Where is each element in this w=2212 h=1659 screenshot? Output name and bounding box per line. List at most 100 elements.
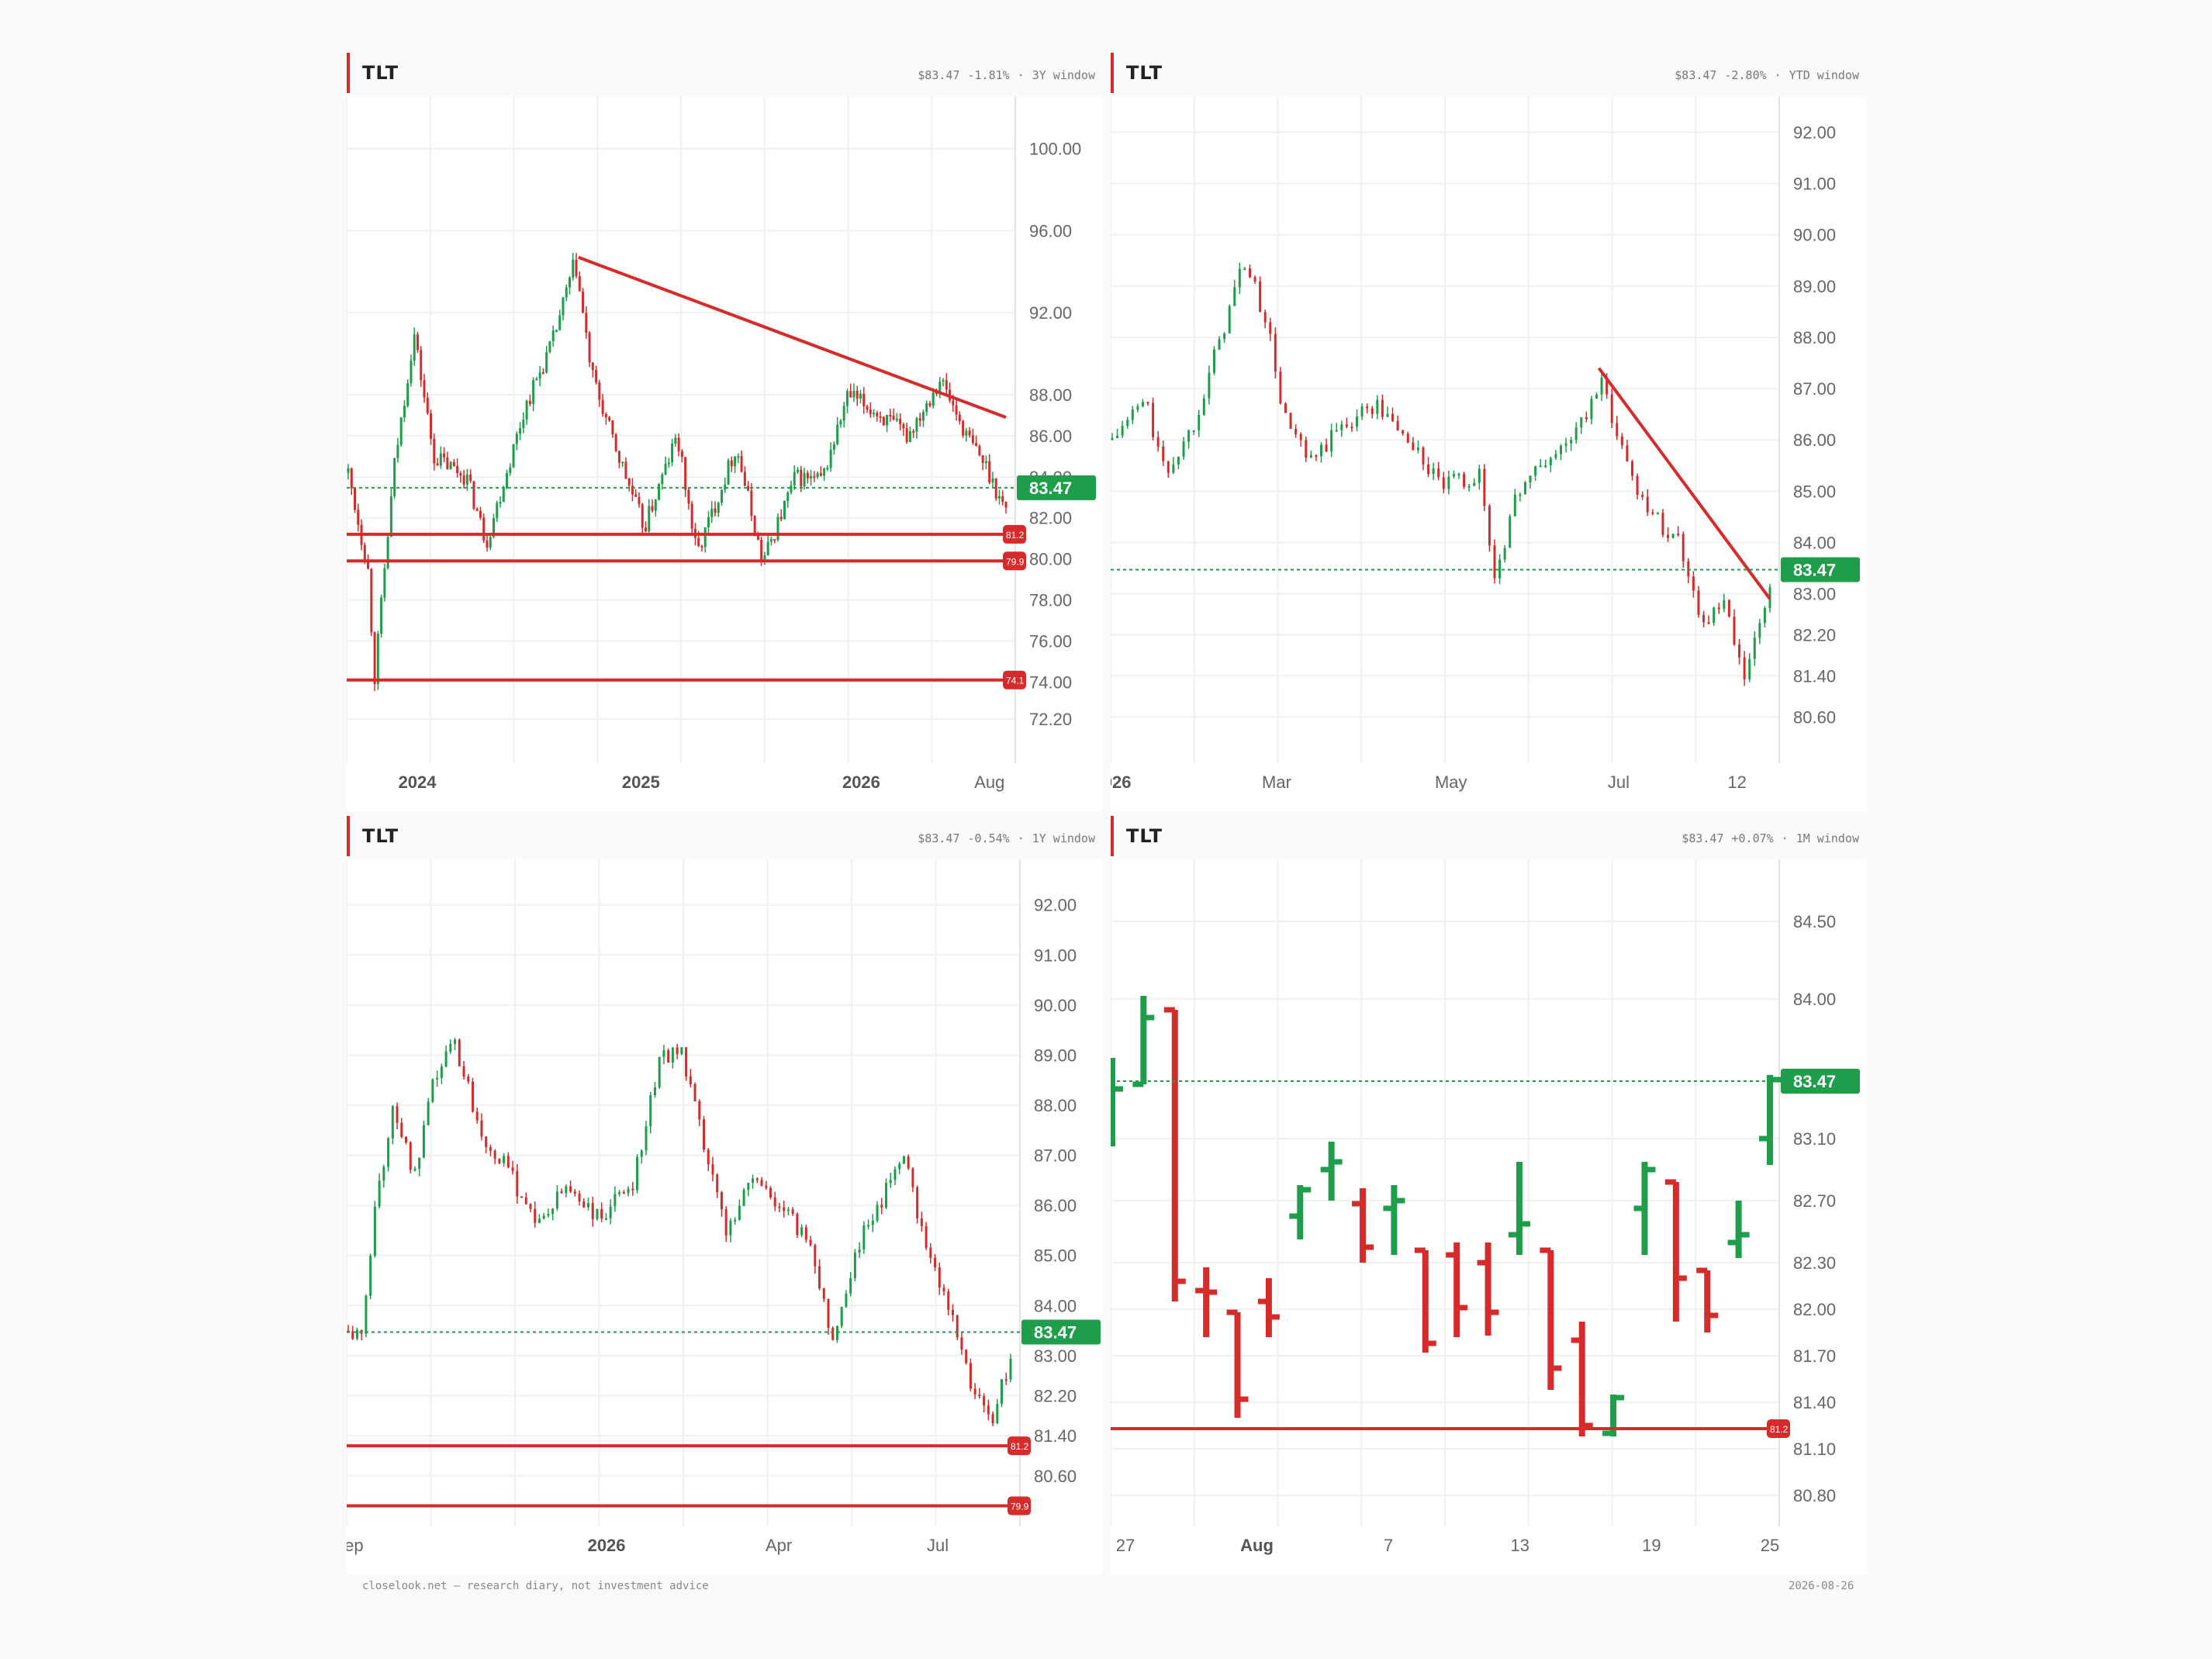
candle-body [1513,494,1516,517]
candle-body [1248,268,1251,278]
candle-body [486,540,489,548]
level-tag-label: 81.2 [1011,1441,1029,1452]
candle-body [1753,638,1756,659]
candle-body [551,1208,555,1215]
ticker-symbol: TLT [1126,825,1163,847]
candle-body [537,1218,541,1223]
window-label: 1Y window [1032,831,1095,845]
candle-body [1289,413,1292,429]
candle-body [601,399,604,414]
candle-body [882,416,885,426]
candle-body [516,1170,519,1197]
candle-body [1166,461,1170,473]
candle-body [716,1174,719,1193]
candle-body [951,1309,954,1315]
candle-body [383,568,386,598]
candle-body [871,1220,874,1225]
candle-body [1386,413,1389,417]
candle-body [427,1101,430,1125]
candle-body [1457,473,1460,475]
candle-body [1585,417,1588,420]
price-marks [1111,262,1771,686]
candle-body [525,400,528,420]
candle-body [1294,428,1298,434]
y-tick-label: 80.00 [1029,550,1072,569]
candle-body [698,1101,701,1120]
candle-body [1580,417,1583,428]
y-tick-label: 82.00 [1793,1300,1836,1319]
price-meta: $83.47 -2.80% · YTD window [1667,68,1859,82]
candle-body [920,1218,923,1226]
candle-body [876,1205,879,1221]
y-tick-label: 81.70 [1793,1346,1836,1366]
y-tick-label: 82.70 [1793,1191,1836,1211]
candle-body [938,1267,941,1288]
candle-body [555,330,558,332]
candle-body [1570,440,1573,444]
candle-body [814,1245,817,1267]
candle-body [351,1331,354,1339]
candle-body [452,461,455,466]
candle-body [499,502,502,504]
candle-body [512,444,515,468]
candle-body [475,508,479,511]
candle-body [1667,534,1670,538]
candle-body [1233,287,1236,306]
candle-body [763,555,766,561]
candle-body [766,541,769,556]
candle-body [729,1220,732,1236]
candle-body [462,1066,465,1077]
candle-body [449,1043,452,1052]
price-marks [1111,996,1781,1436]
x-tick-label: 2026 [1111,772,1131,792]
candle-body [724,1209,728,1236]
candle-body [569,1186,572,1192]
candle-body [965,430,968,436]
candle-body [1631,461,1634,476]
price-chart[interactable]: 92.00 91.00 90.00 89.00 88.00 87.00 86.00 85.00… [347,859,1103,1574]
candle-body [406,383,410,406]
trendline[interactable] [1597,367,1771,600]
x-tick-label: Sep [347,1536,364,1555]
level-tag-label: 74.1 [1006,676,1025,686]
candle-body [357,510,360,525]
candle-body [1452,474,1455,477]
candle-body [618,1192,621,1194]
candle-body [742,1190,745,1206]
candle-body [973,1388,976,1395]
candle-body [947,1291,950,1310]
candle-body [426,397,429,413]
price-chart[interactable]: 84.50 84.00 83.10 82.70 82.30 82.00 81.70 81.40… [1111,859,1867,1574]
price-chart[interactable]: 92.00 91.00 90.00 89.00 88.00 87.00 86.00 85.00… [1111,96,1867,811]
candle-body [978,1394,981,1397]
candle-body [750,490,753,517]
candle-body [1432,468,1435,475]
trendline[interactable] [578,255,1007,420]
price-chart[interactable]: 100.0096.0092.0088.0086.0084.0082.0080.0… [347,96,1103,811]
candle-body [1391,413,1395,421]
y-tick-label: 80.80 [1793,1486,1836,1505]
last-price-tag-label: 83.47 [1034,1322,1077,1342]
candle-body [582,1201,586,1208]
candle-body [467,1077,470,1082]
candle-body [565,1186,568,1194]
candle-body [498,1159,501,1163]
candle-body [823,468,826,476]
candle-body [1727,600,1730,617]
y-tick-label: 88.00 [1793,328,1836,347]
candle-body [945,380,948,390]
candle-body [386,537,389,569]
candle-body [373,632,376,685]
candle-body [469,474,472,482]
candle-body [558,315,562,330]
candle-body [684,457,687,490]
candle-body [911,1168,914,1187]
candle-body [1498,559,1502,579]
candle-body [1345,424,1348,427]
candle-body [765,1185,768,1188]
meta-separator: · [1017,831,1025,845]
x-tick-label: Aug [974,772,1004,792]
candle-body [752,1178,755,1183]
candle-body [1412,442,1415,451]
candle-body [803,472,806,487]
